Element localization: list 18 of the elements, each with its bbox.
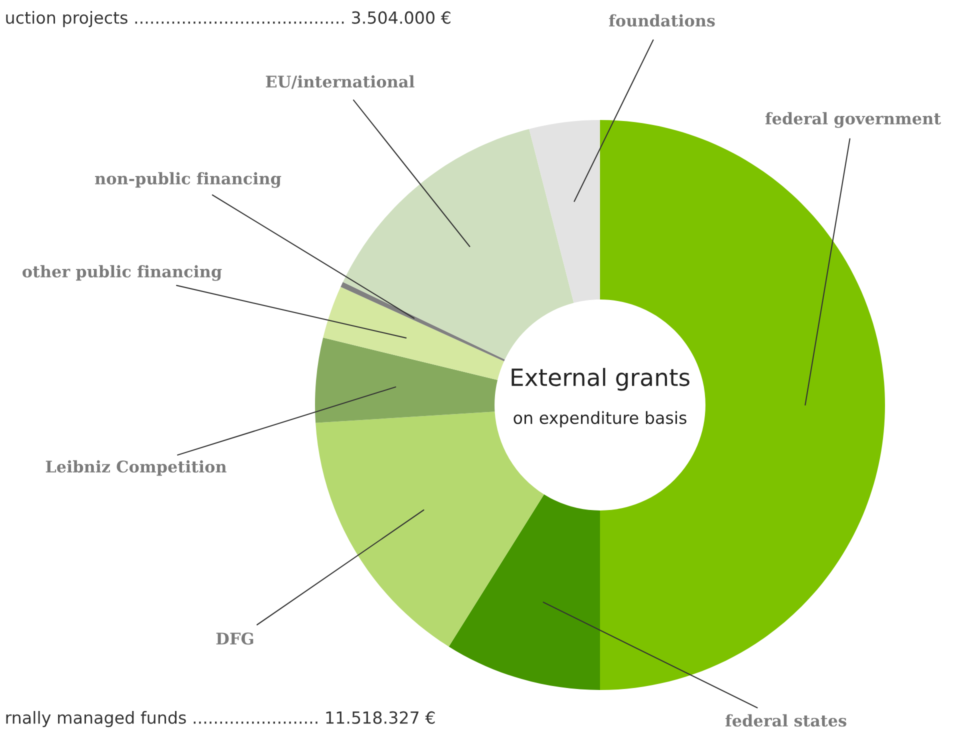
slice-label: DFG xyxy=(216,632,254,645)
slice-label: federal government xyxy=(765,112,941,128)
donut-slice xyxy=(315,338,498,423)
slice-label: federal states xyxy=(725,714,846,727)
donut-slice xyxy=(323,286,504,380)
slice-label: Leibniz Competition xyxy=(46,460,226,476)
slice-label: foundations xyxy=(609,14,715,27)
text: External grants xyxy=(512,368,690,391)
donut-slice xyxy=(448,494,600,690)
donut-slice xyxy=(529,120,600,303)
text: rnally managed funds ........................ 11.518.327 € xyxy=(6,711,435,728)
slice-label: other public financing xyxy=(22,265,222,281)
slice-label: EU/international xyxy=(266,75,414,89)
donut-slice xyxy=(340,282,505,362)
text: on expenditure basis xyxy=(514,411,686,428)
text: uction projects ........................................ 3.504.000 € xyxy=(6,10,450,28)
slice-label: non-public financing xyxy=(95,172,282,188)
donut-slice xyxy=(342,128,574,360)
